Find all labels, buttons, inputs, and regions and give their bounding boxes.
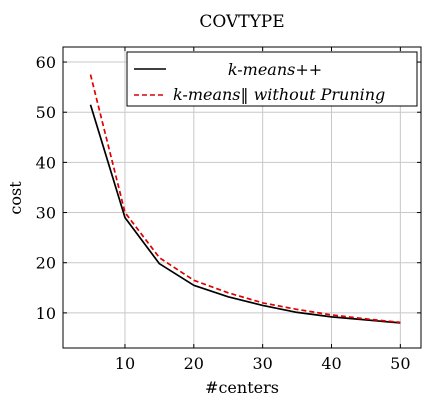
y-tick-label: 40 — [36, 153, 56, 172]
x-tick-label: 10 — [115, 354, 135, 373]
chart-title: COVTYPE — [199, 12, 284, 32]
legend: k-means++ k-means‖ without Pruning — [126, 51, 418, 107]
y-tick-label: 10 — [36, 304, 56, 323]
y-tick-label: 30 — [36, 204, 56, 223]
x-tick-label: 20 — [184, 354, 204, 373]
y-axis-label: cost — [6, 181, 25, 215]
series-line-kmeanspp — [89, 104, 401, 324]
x-tick-label: 50 — [390, 354, 410, 373]
y-tick-label: 60 — [36, 53, 56, 72]
legend-label-kmeanspp: k-means++ — [228, 60, 322, 79]
plot-frame — [62, 46, 422, 349]
legend-label-kmeanspar: k-means‖ without Pruning — [173, 85, 385, 104]
series-line-kmeanspar-no-pruning — [89, 74, 401, 324]
x-axis-label: #centers — [205, 378, 279, 397]
x-tick-label: 30 — [252, 354, 272, 373]
x-tick-label: 40 — [321, 354, 341, 373]
y-tick-label: 50 — [36, 103, 56, 122]
y-axis: 10 20 30 40 50 60 — [36, 53, 421, 323]
legend-box — [126, 51, 418, 107]
x-axis: 10 20 30 40 50 — [115, 47, 411, 373]
series-lines — [89, 74, 401, 324]
y-tick-label: 20 — [36, 254, 56, 273]
